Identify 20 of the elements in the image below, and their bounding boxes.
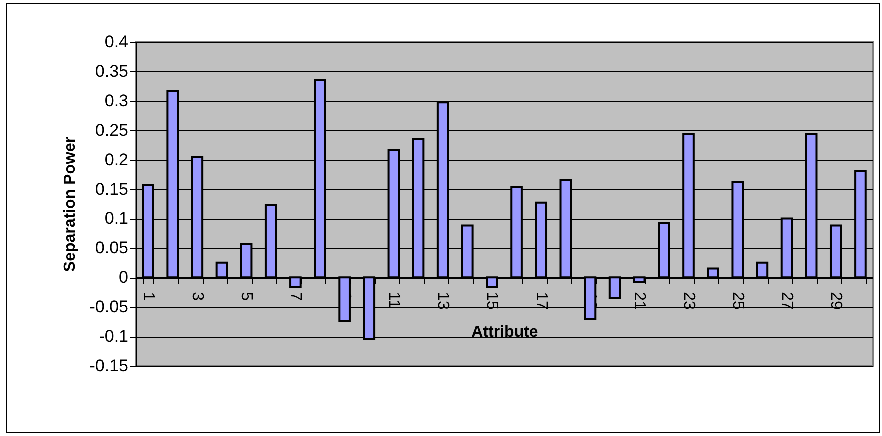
y-tick-label: 0.25 xyxy=(95,120,128,140)
x-tick-label: 5 xyxy=(238,292,256,302)
y-axis-title: Separation Power xyxy=(62,136,79,272)
y-tick-label: 0.1 xyxy=(104,209,128,228)
y-tick-label: -0.15 xyxy=(90,356,128,376)
y-tick-label: 0.3 xyxy=(104,91,128,110)
y-tick-label: 0.4 xyxy=(104,32,128,52)
y-tick-label: 0.05 xyxy=(95,238,128,258)
x-axis-title: Attribute xyxy=(472,324,538,341)
y-tick-label: 0.2 xyxy=(104,150,128,170)
y-tick-label: 0.35 xyxy=(95,62,128,81)
x-tick-label: 3 xyxy=(188,292,206,302)
y-tick-label: 0 xyxy=(119,268,128,288)
x-tick-label: 1 xyxy=(140,292,157,302)
y-tick-label: 0.15 xyxy=(95,180,128,199)
y-tick-label: -0.1 xyxy=(99,327,128,346)
x-tick-label: 11 xyxy=(385,292,402,309)
y-tick-label: -0.05 xyxy=(90,298,128,317)
x-tick-label: 21 xyxy=(631,292,648,310)
x-tick-label: 7 xyxy=(287,292,304,302)
